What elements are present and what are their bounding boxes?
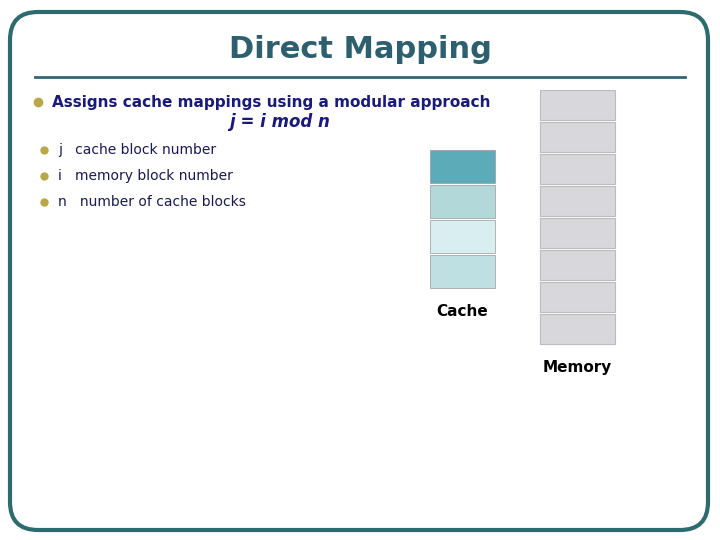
Bar (430, 150, 495, 183)
Bar (430, 220, 495, 253)
Text: j   cache block number: j cache block number (58, 143, 216, 157)
Bar (540, 122, 615, 152)
Text: Memory: Memory (543, 360, 612, 375)
Bar (540, 282, 615, 312)
Bar (430, 185, 495, 218)
Text: n   number of cache blocks: n number of cache blocks (58, 195, 246, 209)
Text: Cache: Cache (436, 304, 488, 319)
Bar (540, 90, 615, 120)
FancyBboxPatch shape (10, 12, 708, 530)
Text: Assigns cache mappings using a modular approach: Assigns cache mappings using a modular a… (52, 94, 490, 110)
Bar (540, 250, 615, 280)
Bar (430, 255, 495, 288)
Text: Direct Mapping: Direct Mapping (228, 36, 492, 64)
Bar (540, 314, 615, 344)
Bar (540, 154, 615, 184)
Bar (540, 186, 615, 216)
Bar (540, 218, 615, 248)
Text: i   memory block number: i memory block number (58, 169, 233, 183)
Text: j = i mod n: j = i mod n (230, 113, 330, 131)
